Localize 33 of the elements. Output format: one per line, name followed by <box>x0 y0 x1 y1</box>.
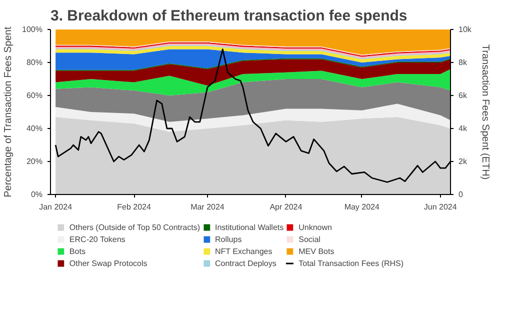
legend-label: ERC-20 Tokens <box>69 234 126 244</box>
y-tick-label: 60% <box>26 91 43 100</box>
legend-label: Institutional Wallets <box>215 222 284 232</box>
y2-axis-title: Transaction Fees Spent (ETH) <box>479 44 490 180</box>
y-tick-label: 0% <box>30 190 42 199</box>
legend-label: Unknown <box>298 222 332 232</box>
y2-tick-label: 4k <box>458 124 468 133</box>
legend-label: Contract Deploys <box>215 258 276 268</box>
x-tick-label: Feb 2024 <box>117 202 152 212</box>
x-tick-label: Jun 2024 <box>424 202 458 212</box>
legend-label: Total Transaction Fees (RHS) <box>298 258 404 268</box>
legend-label: Others (Outside of Top 50 Contracts) <box>69 222 200 232</box>
x-tick-label: Apr 2024 <box>270 202 303 212</box>
y-axis-title: Percentage of Transaction Fees Spent <box>3 26 14 198</box>
y-tick-label: 100% <box>22 25 43 34</box>
legend-label: Bots <box>69 246 86 256</box>
legend-label: Social <box>298 234 320 244</box>
y-tick-label: 80% <box>26 58 43 67</box>
x-tick-label: May 2024 <box>344 202 380 212</box>
y2-tick-label: 2k <box>458 157 468 166</box>
y2-tick-label: 6k <box>458 91 468 100</box>
y2-tick-label: 8k <box>458 58 468 67</box>
x-tick-label: Jan 2024 <box>39 202 73 212</box>
legend-label: MEV Bots <box>298 246 334 256</box>
y-tick-label: 20% <box>26 157 43 166</box>
y-tick-label: 40% <box>26 124 43 133</box>
y2-tick-label: 10k <box>458 25 472 34</box>
y2-tick-label: 0 <box>458 190 464 199</box>
legend-label: Rollups <box>215 234 242 244</box>
legend-label: Other Swap Protocols <box>69 258 148 268</box>
legend-label: NFT Exchanges <box>215 246 272 256</box>
x-tick-label: Mar 2024 <box>190 202 225 212</box>
chart-title: 3. Breakdown of Ethereum transaction fee spends <box>50 8 408 24</box>
